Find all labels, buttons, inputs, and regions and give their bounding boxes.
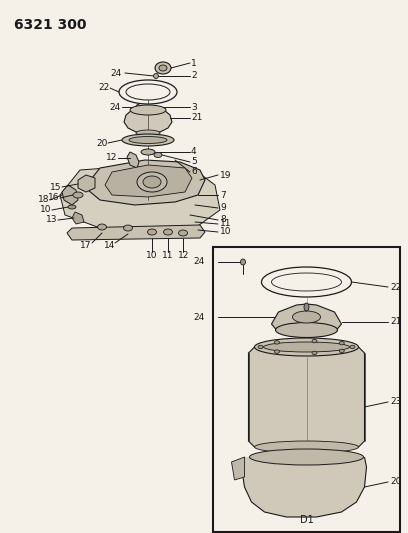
Ellipse shape [155, 62, 171, 74]
Text: D1: D1 [299, 515, 313, 525]
Text: 23: 23 [390, 398, 401, 407]
Text: 20: 20 [96, 139, 107, 148]
Text: 3: 3 [191, 102, 197, 111]
Ellipse shape [264, 342, 350, 352]
Text: 6321 300: 6321 300 [14, 18, 86, 32]
Ellipse shape [130, 105, 166, 115]
Text: 14: 14 [104, 241, 115, 251]
Polygon shape [242, 457, 366, 517]
Ellipse shape [122, 134, 174, 146]
Polygon shape [62, 185, 78, 205]
Text: 11: 11 [162, 251, 173, 260]
Text: 24: 24 [110, 69, 121, 77]
Polygon shape [67, 225, 205, 240]
Text: 21: 21 [390, 318, 401, 327]
Polygon shape [72, 212, 84, 224]
Ellipse shape [124, 225, 133, 231]
Ellipse shape [68, 205, 76, 209]
Polygon shape [127, 152, 139, 168]
Polygon shape [105, 165, 192, 197]
Text: 5: 5 [191, 157, 197, 166]
Ellipse shape [339, 349, 344, 353]
Text: 9: 9 [220, 204, 226, 213]
Text: 16: 16 [48, 193, 60, 203]
Polygon shape [248, 347, 364, 447]
Text: 12: 12 [178, 251, 189, 260]
Text: 10: 10 [146, 251, 157, 260]
Ellipse shape [143, 176, 161, 188]
Ellipse shape [73, 192, 83, 198]
Text: 20: 20 [390, 478, 401, 487]
Polygon shape [231, 457, 244, 480]
Ellipse shape [255, 338, 359, 356]
Ellipse shape [179, 230, 188, 236]
Ellipse shape [304, 303, 309, 311]
Text: 24: 24 [109, 102, 120, 111]
Ellipse shape [137, 172, 167, 192]
Polygon shape [78, 175, 95, 192]
Text: 6: 6 [191, 167, 197, 176]
Ellipse shape [164, 229, 173, 235]
Ellipse shape [126, 84, 170, 100]
Bar [213, 247, 400, 532]
Ellipse shape [312, 340, 317, 343]
Ellipse shape [275, 322, 337, 337]
Text: 13: 13 [46, 215, 58, 224]
Text: 22: 22 [98, 84, 109, 93]
Ellipse shape [240, 259, 246, 265]
Ellipse shape [312, 351, 317, 354]
Ellipse shape [148, 229, 157, 235]
Text: 1: 1 [191, 59, 197, 68]
Ellipse shape [154, 152, 162, 157]
Ellipse shape [129, 136, 167, 143]
Ellipse shape [98, 224, 106, 230]
Ellipse shape [275, 341, 279, 344]
Ellipse shape [293, 311, 321, 323]
Ellipse shape [141, 149, 155, 155]
Polygon shape [60, 165, 220, 232]
Ellipse shape [159, 65, 167, 71]
Text: 10: 10 [220, 228, 231, 237]
Ellipse shape [258, 345, 263, 349]
Text: 7: 7 [220, 190, 226, 199]
Ellipse shape [153, 74, 158, 78]
Text: 24: 24 [193, 257, 204, 266]
Text: 18: 18 [38, 196, 49, 205]
Text: 10: 10 [40, 206, 51, 214]
Ellipse shape [255, 441, 359, 453]
Text: 24: 24 [193, 312, 204, 321]
Text: 21: 21 [191, 114, 202, 123]
Ellipse shape [136, 104, 140, 109]
Text: 8: 8 [220, 215, 226, 224]
Text: 19: 19 [220, 171, 231, 180]
Ellipse shape [262, 267, 352, 297]
Ellipse shape [275, 350, 279, 353]
Polygon shape [124, 110, 172, 134]
Text: 2: 2 [191, 71, 197, 80]
Text: 12: 12 [106, 154, 118, 163]
Ellipse shape [350, 345, 355, 349]
Text: 17: 17 [80, 241, 91, 251]
Text: 4: 4 [191, 148, 197, 157]
Text: 22: 22 [390, 282, 401, 292]
Polygon shape [271, 304, 341, 330]
Ellipse shape [250, 449, 364, 465]
Text: 15: 15 [50, 182, 62, 191]
Polygon shape [88, 160, 205, 205]
Text: 11: 11 [220, 220, 231, 229]
Ellipse shape [339, 342, 344, 345]
Ellipse shape [136, 130, 160, 136]
Ellipse shape [271, 273, 341, 291]
